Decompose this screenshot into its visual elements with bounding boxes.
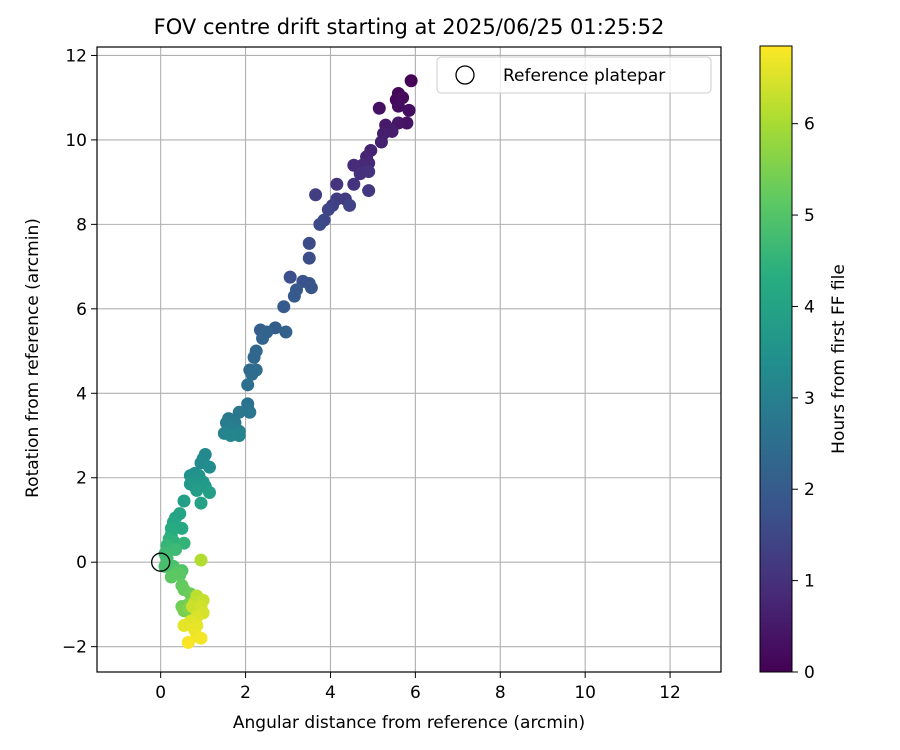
- colorbar-gradient: [759, 45, 793, 673]
- scatter-point: [283, 270, 297, 284]
- scatter-point: [194, 631, 208, 645]
- scatter-point: [362, 184, 376, 198]
- x-tick-label: 6: [410, 683, 421, 703]
- scatter-point: [330, 177, 344, 191]
- scatter-point: [404, 74, 418, 88]
- scatter-point: [241, 378, 255, 392]
- legend-reference-marker: [455, 65, 475, 85]
- scatter-point: [202, 460, 216, 474]
- scatter-point: [169, 543, 183, 557]
- scatter-point: [343, 198, 357, 212]
- y-tick-label: 2: [76, 469, 87, 489]
- scatter-point: [190, 483, 204, 497]
- y-tick-label: 8: [76, 215, 87, 235]
- scatter-point: [256, 331, 270, 345]
- colorbar-tick-label: 3: [804, 389, 815, 409]
- scatter-point: [279, 325, 293, 339]
- y-tick-label: 4: [76, 384, 87, 404]
- axis-ticks: 0 2 4 6 8 10 12 −2 0 2 4 6 8 10 12: [62, 46, 681, 703]
- scatter-point: [304, 281, 318, 295]
- scatter-point: [177, 619, 191, 633]
- y-axis-label: Rotation from reference (arcmin): [23, 218, 43, 498]
- grid: [97, 47, 721, 672]
- colorbar-tick-label: 6: [804, 115, 815, 135]
- legend-box: [436, 56, 712, 94]
- colorbar-ticks: 0 1 2 3 4 5 6: [792, 115, 815, 683]
- colorbar-tick-label: 5: [804, 206, 815, 226]
- scatter-point: [321, 203, 335, 217]
- colorbar-label: Hours from first FF file: [829, 264, 849, 454]
- y-tick-label: 10: [65, 131, 87, 151]
- scatter-point: [277, 300, 291, 314]
- scatter-point: [245, 367, 259, 381]
- colorbar-tick-label: 1: [804, 572, 815, 592]
- scatter-point: [243, 405, 257, 419]
- colorbar-tick-label: 2: [804, 480, 815, 500]
- y-tick-label: 6: [76, 300, 87, 320]
- x-tick-label: 8: [495, 683, 506, 703]
- colorbar-tick-label: 4: [804, 297, 815, 317]
- scatter-point: [313, 217, 327, 231]
- x-tick-label: 2: [240, 683, 251, 703]
- scatter-point: [362, 165, 376, 179]
- scatter-point: [302, 251, 316, 265]
- scatter-point: [194, 553, 208, 567]
- scatter-point: [177, 494, 191, 508]
- y-tick-label: 0: [76, 553, 87, 573]
- x-tick-label: 10: [574, 683, 596, 703]
- scatter-point: [309, 188, 323, 202]
- legend-label: Reference platepar: [503, 66, 665, 86]
- scatter-point: [181, 635, 195, 649]
- legend: Reference platepar: [436, 56, 712, 94]
- x-tick-label: 4: [325, 683, 336, 703]
- scatter-point: [372, 101, 386, 115]
- scatter-point: [302, 236, 316, 250]
- scatter-point: [175, 521, 189, 535]
- scatter-point: [402, 103, 416, 117]
- y-tick-label: 12: [65, 46, 87, 66]
- x-axis-label: Angular distance from reference (arcmin): [233, 713, 585, 733]
- chart-title: FOV centre drift starting at 2025/06/25 …: [154, 15, 665, 39]
- scatter-point: [374, 135, 388, 149]
- colorbar-tick-label: 0: [804, 663, 815, 683]
- scatter-points: [151, 74, 418, 649]
- scatter-point: [202, 486, 216, 500]
- colorbar: 0 1 2 3 4 5 6 Hours from first FF file: [759, 45, 849, 683]
- x-tick-label: 0: [155, 683, 166, 703]
- scatter-point: [164, 570, 178, 584]
- x-tick-label: 12: [659, 683, 681, 703]
- scatter-point: [347, 177, 361, 191]
- scatter-point: [232, 405, 246, 419]
- scatter-point: [194, 496, 208, 510]
- scatter-point: [391, 99, 405, 113]
- plot-frame: [96, 46, 722, 673]
- y-tick-label: −2: [62, 638, 87, 658]
- scatter-point: [224, 429, 238, 443]
- scatter-point: [247, 350, 261, 364]
- scatter-point: [287, 289, 301, 303]
- reference-platepar-marker: [151, 552, 171, 572]
